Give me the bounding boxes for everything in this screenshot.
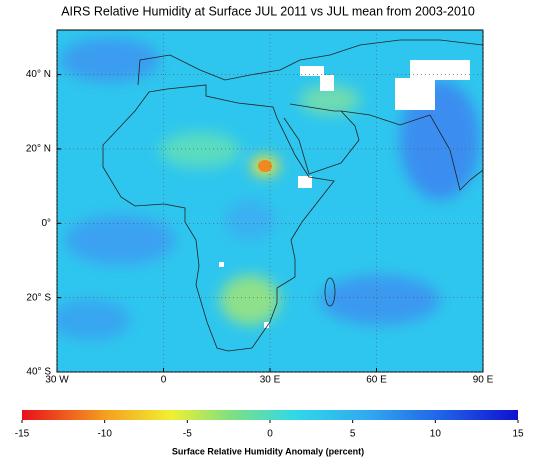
x-tick-label: 30 W (45, 375, 69, 386)
colorbar-tick-label: 0 (267, 429, 273, 440)
y-tick-label: 20° N (26, 144, 51, 155)
x-tick-label: 90 E (473, 375, 494, 386)
colorbar-tick-label: 5 (350, 429, 356, 440)
x-tick-label: 0 (161, 375, 167, 386)
colorbar-tick-label: -10 (97, 429, 112, 440)
colorbar-label: Surface Relative Humidity Anomaly (perce… (172, 446, 364, 456)
anomaly-field (57, 30, 483, 372)
x-tick-label: 30 E (260, 375, 281, 386)
y-tick-label: 40° S (26, 367, 51, 378)
y-tick-label: 0° (41, 218, 51, 229)
y-tick-label: 20° S (26, 292, 51, 303)
colorbar (22, 410, 518, 420)
colorbar-tick-label: -5 (183, 429, 192, 440)
colorbar-tick-label: 10 (430, 429, 442, 440)
title: AIRS Relative Humidity at Surface JUL 20… (61, 4, 475, 18)
colorbar-tick-label: 15 (512, 429, 524, 440)
y-tick-label: 40° N (26, 69, 51, 80)
colorbar-tick-label: -15 (15, 429, 30, 440)
x-tick-label: 60 E (366, 375, 387, 386)
